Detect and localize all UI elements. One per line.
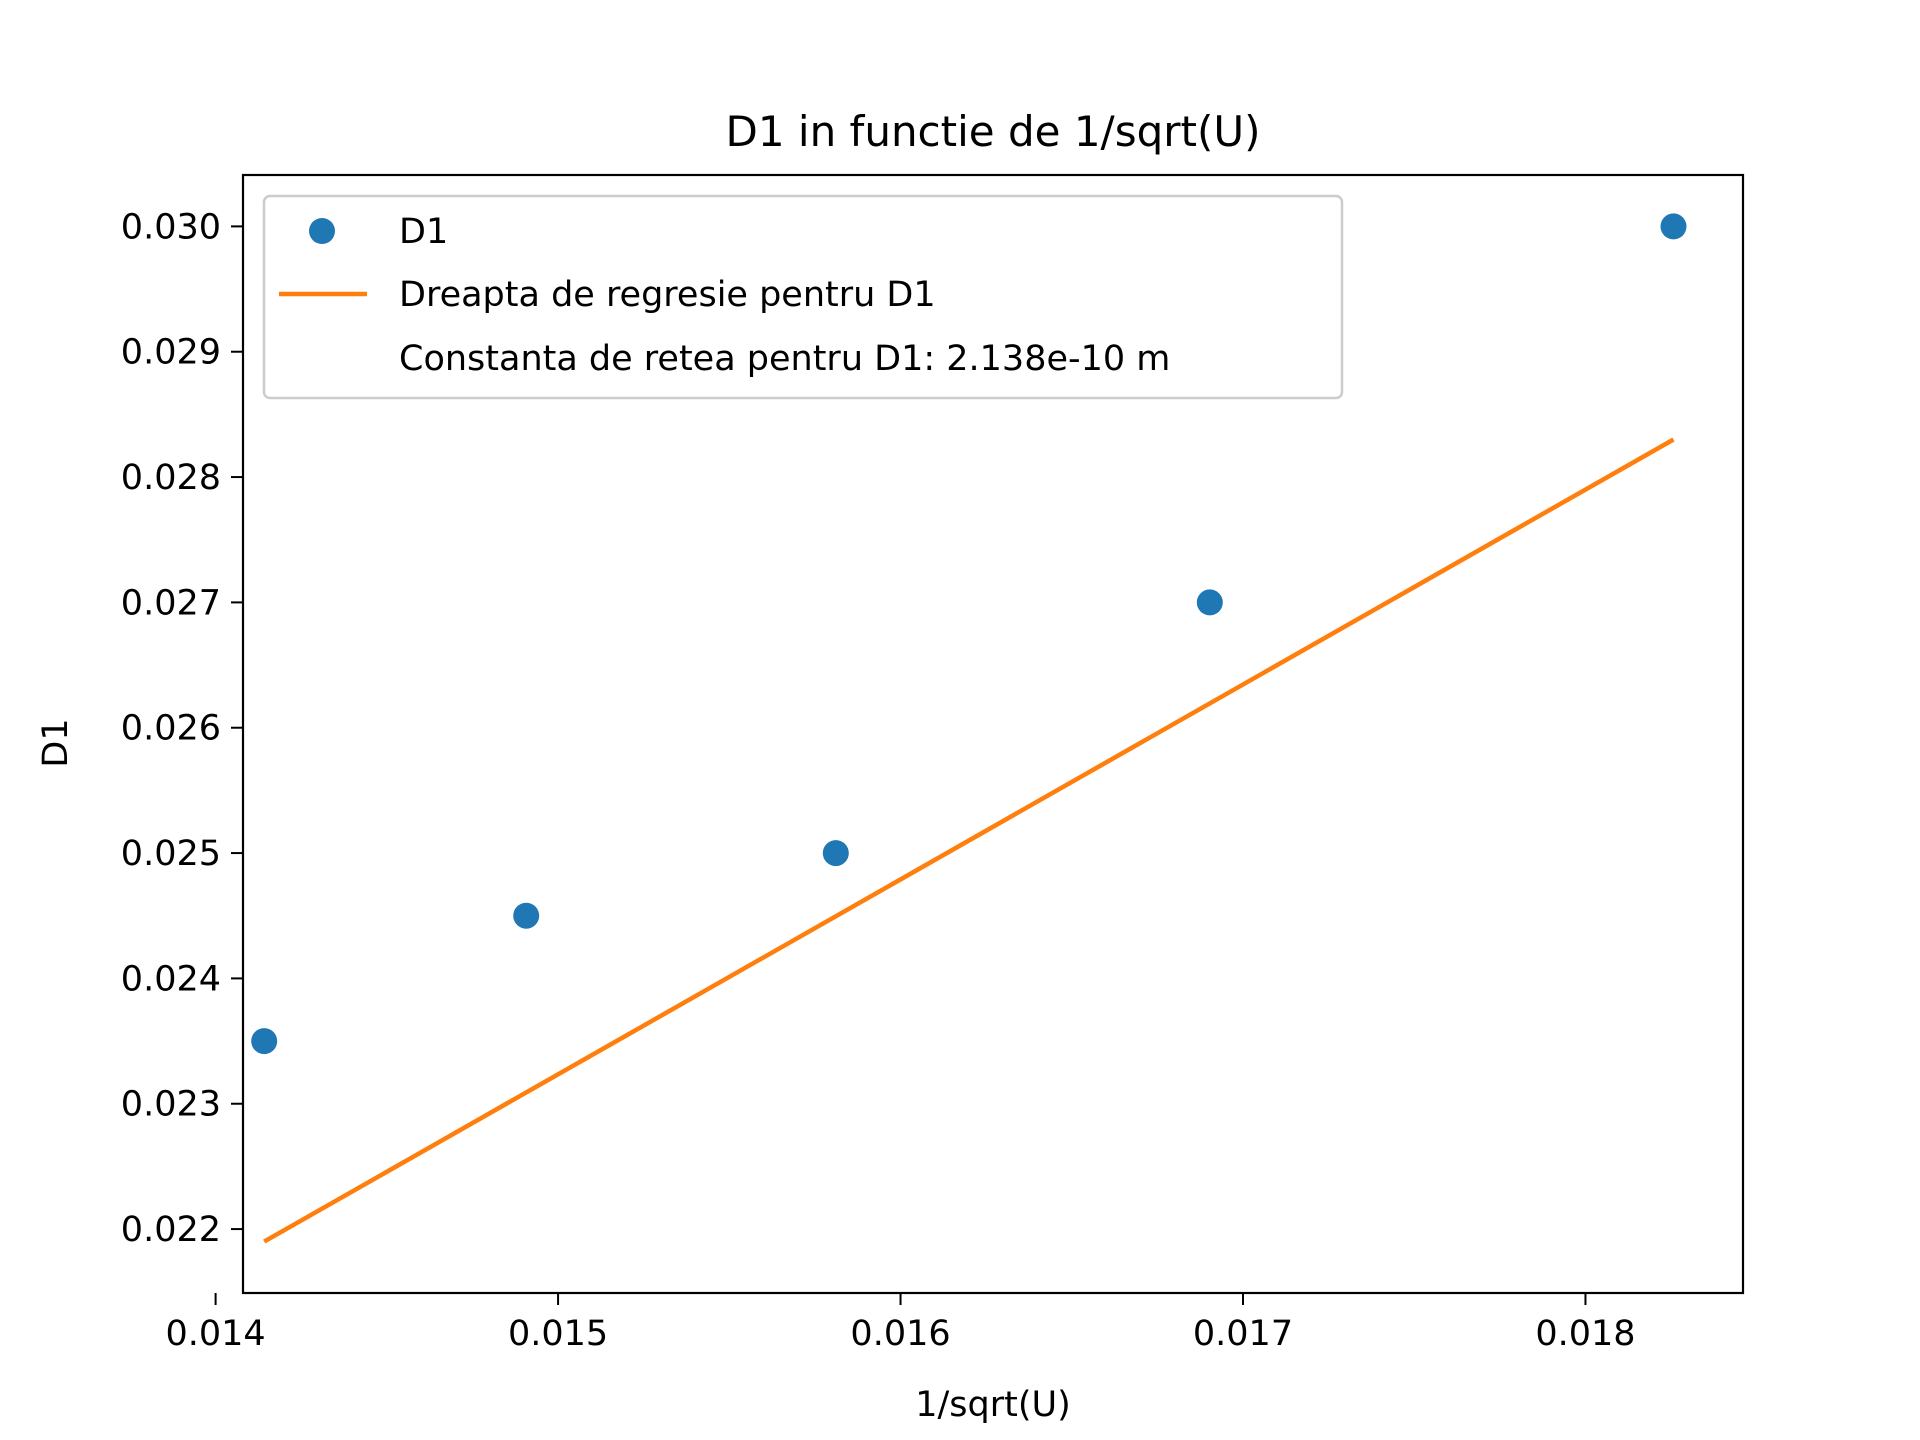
data-point-3	[822, 840, 849, 867]
legend-marker-d1	[309, 218, 335, 244]
y-tick-label: 0.029	[121, 333, 221, 373]
y-tick-label: 0.023	[121, 1085, 221, 1125]
legend: D1 Dreapta de regresie pentru D1 Constan…	[262, 194, 1344, 400]
plot-frame	[241, 173, 1745, 1295]
data-point-1	[251, 1028, 278, 1055]
x-axis: 0.014 0.015 0.016 0.017 0.018	[166, 1293, 1636, 1354]
y-tick-label: 0.024	[121, 959, 221, 999]
x-axis-label: 1/sqrt(U)	[915, 1385, 1071, 1425]
y-tick-label: 0.022	[121, 1210, 221, 1250]
data-point-2	[513, 902, 540, 929]
x-tick-label: 0.016	[850, 1314, 950, 1354]
y-axis: 0.022 0.023 0.024 0.025 0.026 0.027 0.028 0.029…	[121, 207, 243, 1250]
x-tick-label: 0.015	[508, 1314, 608, 1354]
legend-frame	[262, 194, 1344, 400]
data-point-5	[1660, 213, 1687, 240]
y-axis-label: D1	[36, 718, 76, 767]
data-point-4	[1196, 589, 1223, 616]
legend-label-lattice-constant: Constanta de retea pentru D1: 2.138e-10 …	[399, 339, 1170, 379]
x-tick-label: 0.017	[1193, 1314, 1293, 1354]
chart-title: D1 in functie de 1/sqrt(U)	[725, 107, 1260, 156]
y-tick-label: 0.030	[121, 207, 221, 247]
legend-label-regression-line: Dreapta de regresie pentru D1	[399, 275, 936, 315]
regression-line	[263, 437, 1675, 1244]
plot-area	[241, 173, 1745, 1295]
legend-label-d1: D1	[399, 212, 448, 252]
x-tick-label: 0.014	[166, 1314, 266, 1354]
y-tick-label: 0.025	[121, 834, 221, 874]
y-tick-label: 0.028	[121, 458, 221, 498]
x-tick-label: 0.018	[1535, 1314, 1635, 1354]
y-tick-label: 0.027	[121, 583, 221, 623]
y-tick-label: 0.026	[121, 709, 221, 749]
